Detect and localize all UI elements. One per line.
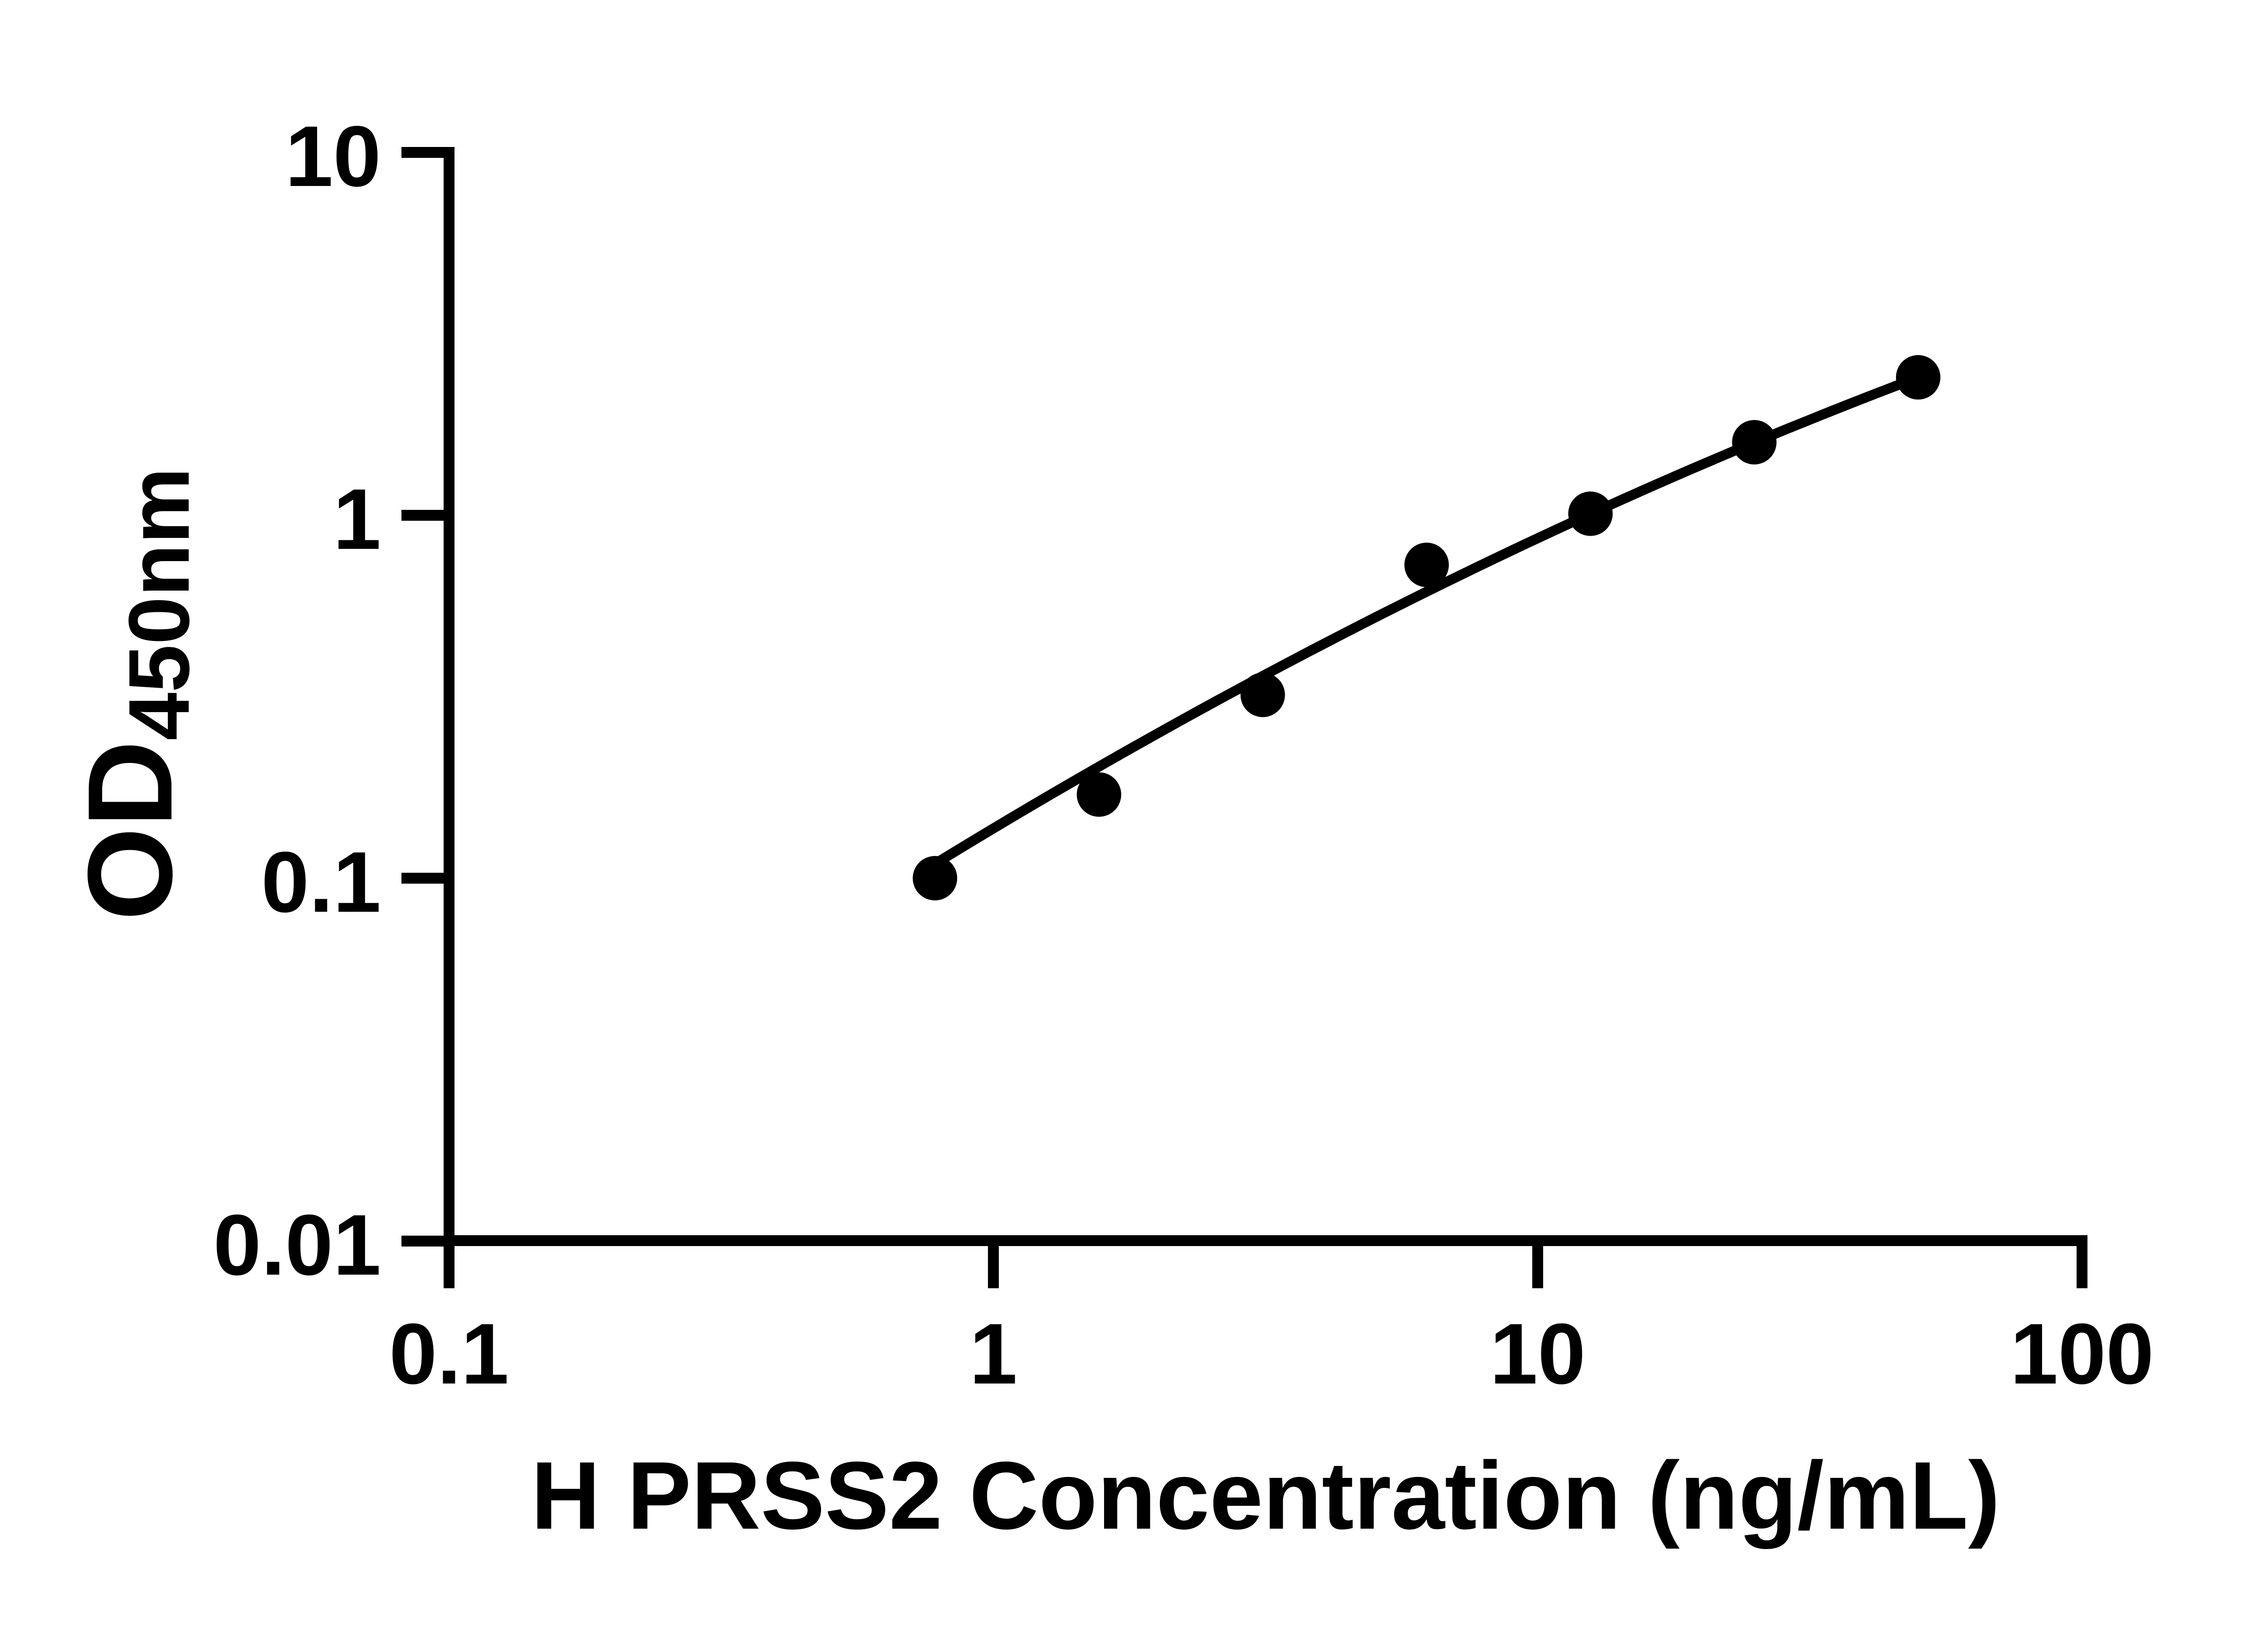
x-tick-label-1: 1	[969, 1306, 1017, 1402]
axes-group	[401, 147, 2087, 1288]
y-tick-label-0-01: 0.01	[213, 1197, 381, 1293]
data-point	[1896, 355, 1941, 400]
data-point	[1240, 672, 1285, 717]
data-point	[913, 856, 958, 900]
y-axis-title-subscript: 450nm	[111, 467, 207, 741]
y-tick-label-1: 1	[333, 471, 381, 567]
y-tick-label-0-1: 0.1	[261, 834, 381, 930]
data-point	[1732, 420, 1777, 464]
data-points-group	[913, 355, 1941, 900]
data-point	[1404, 543, 1449, 587]
x-axis-title: H PRSS2 Concentration (ng/mL)	[531, 1442, 2000, 1549]
data-point	[1568, 491, 1613, 536]
x-tick-label-0-1: 0.1	[389, 1306, 509, 1402]
y-tick-label-10: 10	[285, 108, 381, 205]
y-axis-title: OD 450nm	[63, 445, 220, 944]
x-tick-label-10: 10	[1490, 1306, 1586, 1402]
x-tick-label-100: 100	[2010, 1306, 2154, 1402]
data-point	[1076, 772, 1121, 817]
y-axis-title-main: OD	[63, 740, 197, 921]
